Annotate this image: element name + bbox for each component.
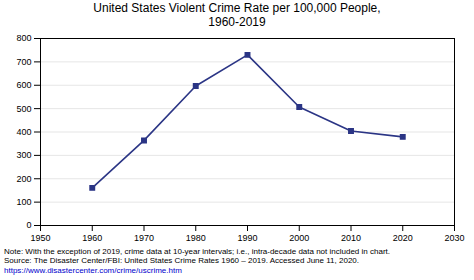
svg-text:300: 300 xyxy=(16,150,31,160)
svg-text:1950: 1950 xyxy=(30,232,50,242)
svg-text:600: 600 xyxy=(16,80,31,90)
svg-text:1960: 1960 xyxy=(82,232,102,242)
svg-text:2020: 2020 xyxy=(393,232,413,242)
svg-text:1990: 1990 xyxy=(237,232,257,242)
svg-text:1970: 1970 xyxy=(134,232,154,242)
svg-text:100: 100 xyxy=(16,197,31,207)
svg-text:500: 500 xyxy=(16,103,31,113)
svg-text:800: 800 xyxy=(16,33,31,43)
html-text:https://www.disastercenter.com: https://www.disastercenter.com/crime/usc… xyxy=(4,265,182,275)
svg-text:2000: 2000 xyxy=(289,232,309,242)
svg-text:400: 400 xyxy=(16,126,31,136)
svg-text:2010: 2010 xyxy=(341,232,361,242)
svg-text:200: 200 xyxy=(16,173,31,183)
html-text:Note: With the exception of 20: Note: With the exception of 2019, crime … xyxy=(4,246,390,256)
svg-text:1980: 1980 xyxy=(186,232,206,242)
svg-text:2030: 2030 xyxy=(444,232,464,242)
svg-text:700: 700 xyxy=(16,56,31,66)
html-text:Source: The Disaster Center/FB: Source: The Disaster Center/FBI: United … xyxy=(4,256,359,266)
svg-text:0: 0 xyxy=(26,220,31,230)
html-text:United States Violent Crime Ra: United States Violent Crime Rate per 100… xyxy=(93,1,381,29)
